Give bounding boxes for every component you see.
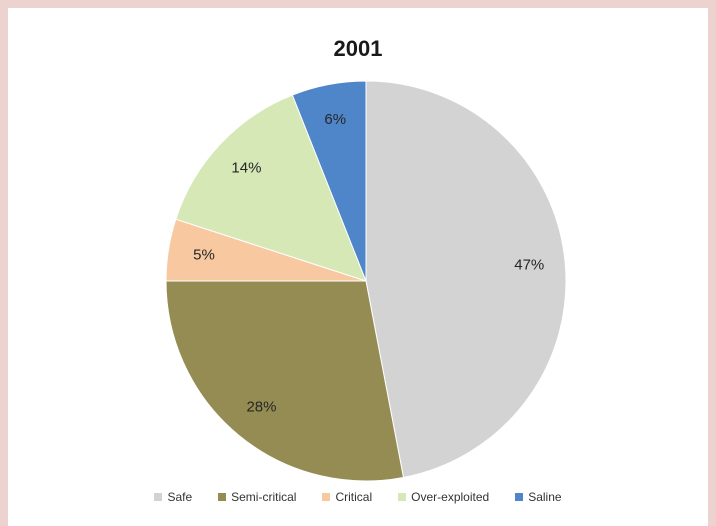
legend-label: Critical [335, 490, 373, 504]
pie-data-label: 14% [231, 160, 261, 177]
chart-title: 2001 [333, 36, 383, 61]
legend-label: Semi-critical [231, 490, 297, 504]
legend-item: Critical [322, 490, 372, 504]
legend-swatch [218, 493, 227, 501]
pie-slice-semi-critical [165, 280, 405, 482]
pie-data-label: 5% [193, 246, 215, 263]
legend-item: Semi-critical [218, 490, 296, 504]
legend-swatch [154, 493, 163, 501]
legend-item: Safe [154, 490, 192, 504]
pie-slice-safe [365, 80, 567, 479]
legend-swatch [322, 493, 331, 501]
pie-data-label: 47% [514, 257, 544, 274]
pie-data-label: 6% [324, 111, 346, 128]
legend-item: Over-exploited [398, 490, 489, 504]
chart-frame: 2001 47% 28% 5% 14% 6% Safe Semi-critical Crit… [8, 8, 708, 526]
pie-slice-over-exploited [175, 94, 367, 282]
chart-legend: Safe Semi-critical Critical Over-exploited S… [8, 490, 708, 504]
legend-item: Saline [515, 490, 562, 504]
pie-data-label: 28% [246, 398, 276, 415]
pie-chart: 47% 28% 5% 14% 6% [165, 80, 567, 482]
legend-label: Over-exploited [411, 490, 490, 504]
legend-swatch [398, 493, 407, 501]
legend-swatch [515, 493, 524, 501]
legend-label: Saline [528, 490, 562, 504]
pie-slice-saline [291, 80, 367, 282]
legend-label: Safe [167, 490, 193, 504]
